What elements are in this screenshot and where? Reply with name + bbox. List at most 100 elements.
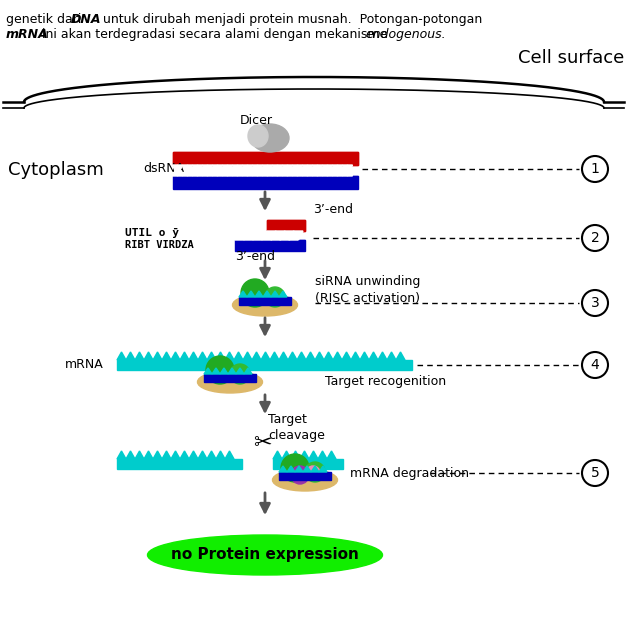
Polygon shape (318, 451, 327, 459)
Ellipse shape (273, 469, 337, 491)
Circle shape (582, 290, 608, 316)
Polygon shape (273, 165, 283, 176)
Polygon shape (213, 165, 223, 176)
Polygon shape (203, 165, 213, 176)
Bar (235, 240, 305, 251)
Polygon shape (322, 165, 332, 176)
Bar (267, 220, 305, 231)
Polygon shape (162, 451, 171, 459)
Text: untuk dirubah menjadi protein musnah.  Potongan-potongan: untuk dirubah menjadi protein musnah. Po… (99, 13, 482, 26)
Polygon shape (255, 291, 263, 297)
Polygon shape (182, 165, 192, 176)
Polygon shape (311, 466, 319, 472)
Polygon shape (239, 291, 247, 297)
Polygon shape (172, 165, 182, 176)
Polygon shape (324, 352, 333, 360)
Polygon shape (279, 466, 287, 472)
Polygon shape (309, 451, 318, 459)
Polygon shape (291, 451, 300, 459)
Polygon shape (276, 231, 285, 240)
Bar (279, 472, 331, 480)
Polygon shape (253, 231, 262, 240)
Polygon shape (300, 451, 309, 459)
Text: 3’-end: 3’-end (313, 203, 353, 216)
Polygon shape (172, 165, 182, 176)
Polygon shape (360, 352, 369, 360)
Polygon shape (273, 165, 283, 176)
Polygon shape (189, 352, 198, 360)
Text: siRNA unwinding
(RISC activation): siRNA unwinding (RISC activation) (315, 275, 420, 305)
Polygon shape (312, 165, 322, 176)
Polygon shape (244, 368, 252, 374)
Polygon shape (171, 451, 180, 459)
Polygon shape (144, 451, 153, 459)
Polygon shape (117, 451, 126, 459)
Bar (117, 360, 412, 370)
Text: endogenous.: endogenous. (365, 28, 446, 41)
Polygon shape (153, 352, 162, 360)
Text: Dicer: Dicer (240, 113, 273, 127)
Bar (172, 176, 357, 189)
Polygon shape (253, 165, 263, 176)
Polygon shape (283, 165, 293, 176)
Text: dsRNA: dsRNA (143, 163, 184, 176)
Text: 3: 3 (591, 296, 599, 310)
Ellipse shape (198, 371, 263, 393)
Polygon shape (283, 165, 293, 176)
Polygon shape (223, 165, 233, 176)
Circle shape (230, 364, 250, 384)
Circle shape (582, 225, 608, 251)
Polygon shape (263, 165, 273, 176)
Polygon shape (135, 451, 144, 459)
Text: RIBT VIRDZA: RIBT VIRDZA (125, 240, 194, 250)
Polygon shape (243, 165, 253, 176)
Polygon shape (225, 451, 234, 459)
Polygon shape (267, 231, 276, 240)
Polygon shape (220, 368, 228, 374)
Polygon shape (297, 352, 306, 360)
Polygon shape (396, 352, 405, 360)
Polygon shape (333, 352, 342, 360)
Circle shape (305, 462, 325, 482)
Circle shape (265, 287, 285, 307)
Polygon shape (126, 451, 135, 459)
Polygon shape (198, 451, 207, 459)
Polygon shape (216, 352, 225, 360)
Polygon shape (192, 165, 203, 176)
Polygon shape (216, 451, 225, 459)
Text: Target
cleavage: Target cleavage (268, 413, 325, 442)
Polygon shape (126, 352, 135, 360)
Polygon shape (351, 352, 360, 360)
Polygon shape (302, 165, 312, 176)
Bar (172, 152, 357, 165)
Polygon shape (182, 165, 192, 176)
Bar (273, 459, 343, 469)
Polygon shape (180, 352, 189, 360)
Polygon shape (253, 165, 263, 176)
Polygon shape (235, 231, 244, 240)
Circle shape (582, 460, 608, 486)
Polygon shape (204, 368, 212, 374)
Polygon shape (279, 291, 287, 297)
Circle shape (206, 356, 234, 384)
Polygon shape (171, 352, 180, 360)
Polygon shape (302, 165, 312, 176)
Polygon shape (263, 291, 271, 297)
Bar (172, 152, 357, 165)
Ellipse shape (147, 535, 382, 575)
Polygon shape (293, 165, 302, 176)
Circle shape (306, 466, 320, 480)
Polygon shape (279, 352, 288, 360)
Circle shape (281, 454, 309, 482)
Bar (267, 220, 305, 231)
Polygon shape (262, 231, 271, 240)
Polygon shape (287, 466, 295, 472)
Circle shape (241, 279, 269, 307)
Polygon shape (273, 451, 282, 459)
Polygon shape (319, 466, 327, 472)
Polygon shape (342, 165, 352, 176)
Polygon shape (303, 466, 311, 472)
Polygon shape (342, 165, 352, 176)
Polygon shape (369, 352, 378, 360)
Text: 4: 4 (591, 358, 599, 372)
